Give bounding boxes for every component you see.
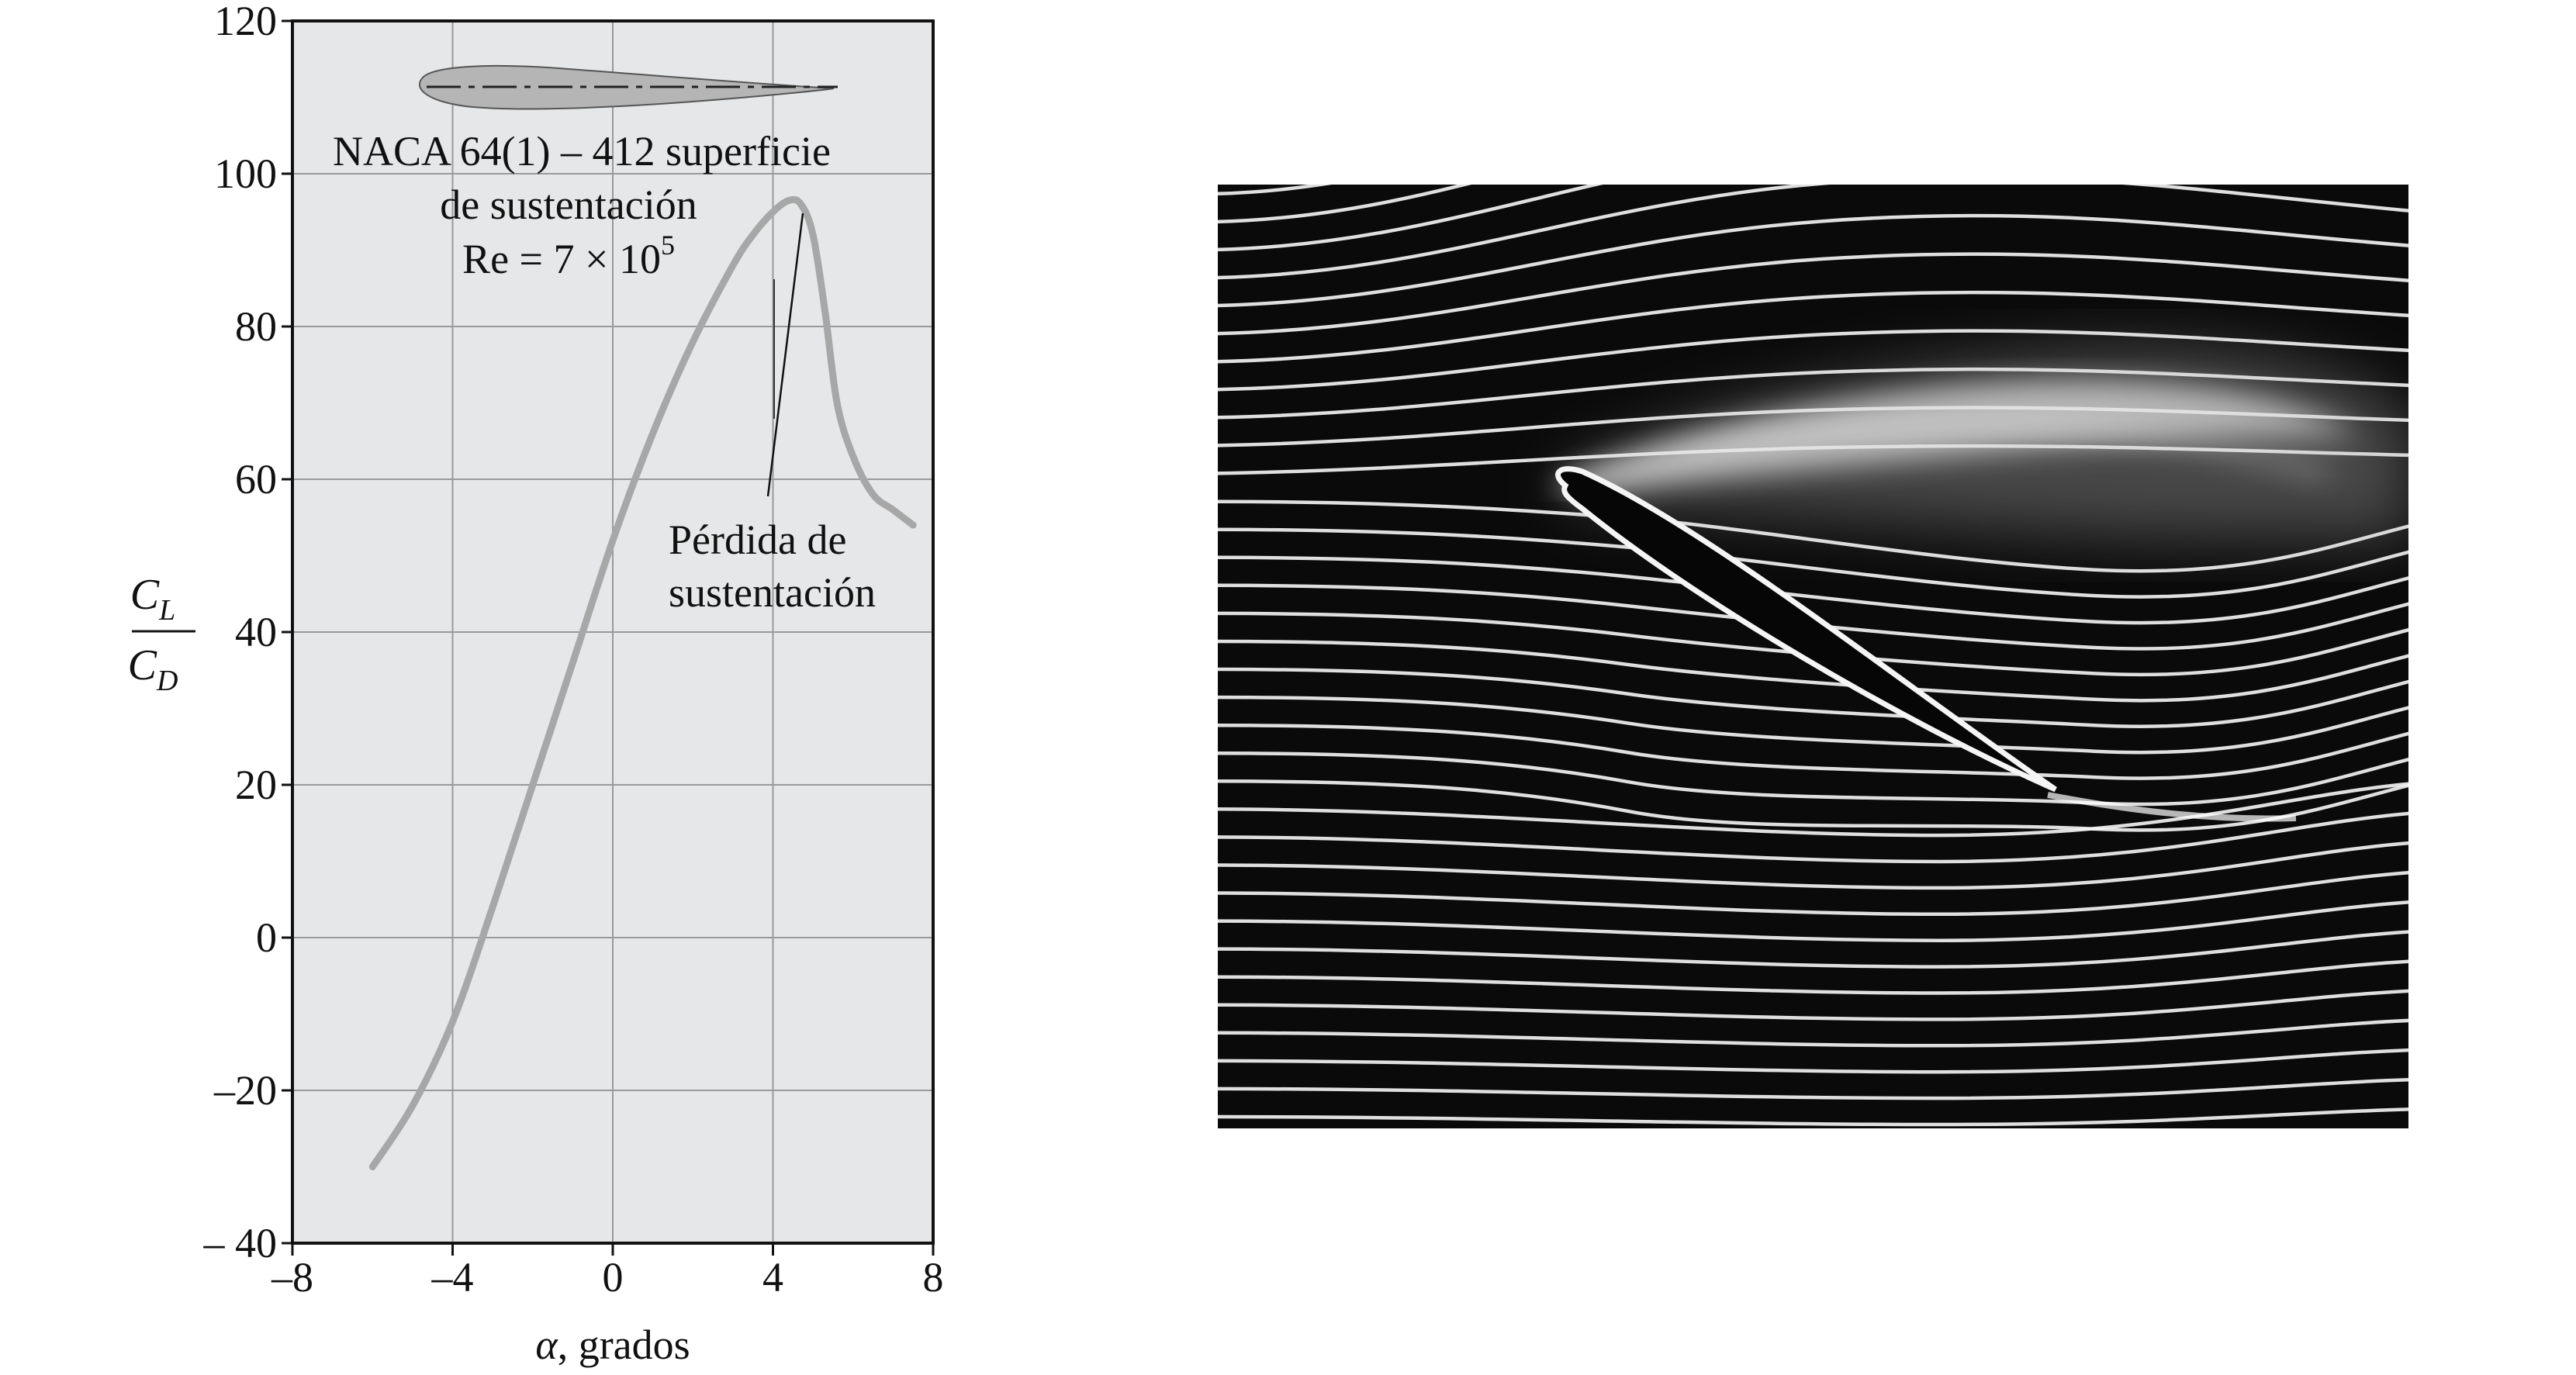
streamline [1218, 499, 2408, 573]
y-axis-label-numerator: CL [130, 571, 176, 627]
y-tick-label: 100 [214, 150, 277, 197]
streamline [1218, 329, 2408, 392]
y-axis-label-numerator-main: C [130, 571, 160, 619]
photo-airfoil-shape [1555, 466, 2057, 793]
y-axis-label-denominator-main: C [128, 641, 157, 689]
x-tick-label: 0 [603, 1254, 624, 1301]
streamline [1218, 1078, 2408, 1100]
y-tick-label: 0 [256, 914, 277, 961]
x-axis-label-symbol: α [535, 1321, 558, 1368]
annotation-reynolds: Re = 7 × 105 [462, 230, 675, 282]
annotation-reynolds-base: Re = 7 × 10 [462, 236, 661, 282]
streamline [1218, 1048, 2408, 1074]
annotation-stall-line2: sustentación [669, 569, 876, 616]
cl-cd-curve [368, 195, 917, 1170]
y-tick-label: 120 [214, 0, 277, 44]
streamline [1218, 989, 2408, 1021]
streamline [1218, 1107, 2408, 1127]
streamline [1218, 213, 2408, 308]
annotation-reynolds-exponent: 5 [661, 230, 675, 261]
x-axis-label: α, grados [535, 1321, 690, 1368]
streamline [1218, 527, 2408, 599]
streamline [1218, 723, 2408, 780]
streamline [1218, 930, 2408, 969]
streamline [1218, 900, 2408, 942]
y-axis-label: CL CD [128, 571, 195, 697]
streamline [1218, 811, 2408, 864]
streamline [1218, 185, 2408, 280]
grid [292, 21, 933, 1243]
photo-content [1218, 185, 2408, 1127]
streamline [1218, 185, 1603, 252]
curve-layer [368, 195, 917, 1170]
annotation-airfoil-line1: NACA 64(1) – 412 superficie [333, 128, 831, 174]
annotation-stall-line1: Pérdida de [669, 516, 846, 563]
x-tick-label: –8 [271, 1254, 313, 1301]
x-tick-label: 4 [762, 1254, 783, 1301]
wake-shear-layer [1554, 418, 2329, 492]
airfoil-sketch [418, 64, 838, 110]
streamline [1218, 959, 2408, 995]
flow-visualization-photo [1218, 185, 2408, 1128]
separated-wake [1551, 347, 2408, 822]
wake-smoke-core [1559, 380, 2358, 496]
x-tick-label: 8 [923, 1254, 944, 1301]
y-tick-label: –20 [213, 1067, 277, 1114]
streamline [1218, 185, 1333, 195]
streamline [1218, 185, 1472, 224]
stall-leader-line [766, 212, 804, 497]
photo-airfoil [1555, 466, 2057, 793]
y-axis-label-denominator: CD [128, 641, 178, 697]
streamline [1218, 639, 2408, 703]
streamline [1218, 1018, 2408, 1048]
y-tick-label: 60 [235, 456, 277, 503]
streamline [1218, 782, 2408, 838]
streamline [1218, 667, 2408, 728]
streamline [1218, 871, 2408, 917]
x-axis-label-text: , grados [558, 1321, 690, 1368]
streamline [1218, 290, 2408, 364]
streamline [1218, 555, 2408, 625]
streamline [1218, 252, 2408, 336]
wake-lower-shear [2047, 792, 2297, 822]
y-tick-label: 20 [235, 762, 277, 808]
x-tick-label: –4 [431, 1254, 474, 1301]
cl-cd-chart: –8 –4 0 4 8 – 40 –20 0 20 40 60 80 100 120 NACA 64(1)… [128, 0, 944, 1368]
y-axis-label-numerator-sub: L [158, 594, 175, 627]
y-tick-label: 40 [235, 609, 277, 655]
axis-ticks: –8 –4 0 4 8 – 40 –20 0 20 40 60 80 100 120 [203, 0, 944, 1301]
streamline [1218, 695, 2408, 755]
annotation-airfoil-line2: de sustentación [440, 181, 697, 228]
y-tick-label: – 40 [203, 1220, 278, 1266]
y-tick-label: 80 [235, 303, 277, 350]
streamline [1218, 751, 2408, 807]
y-axis-label-denominator-sub: D [156, 665, 178, 697]
streamline [1218, 841, 2408, 890]
